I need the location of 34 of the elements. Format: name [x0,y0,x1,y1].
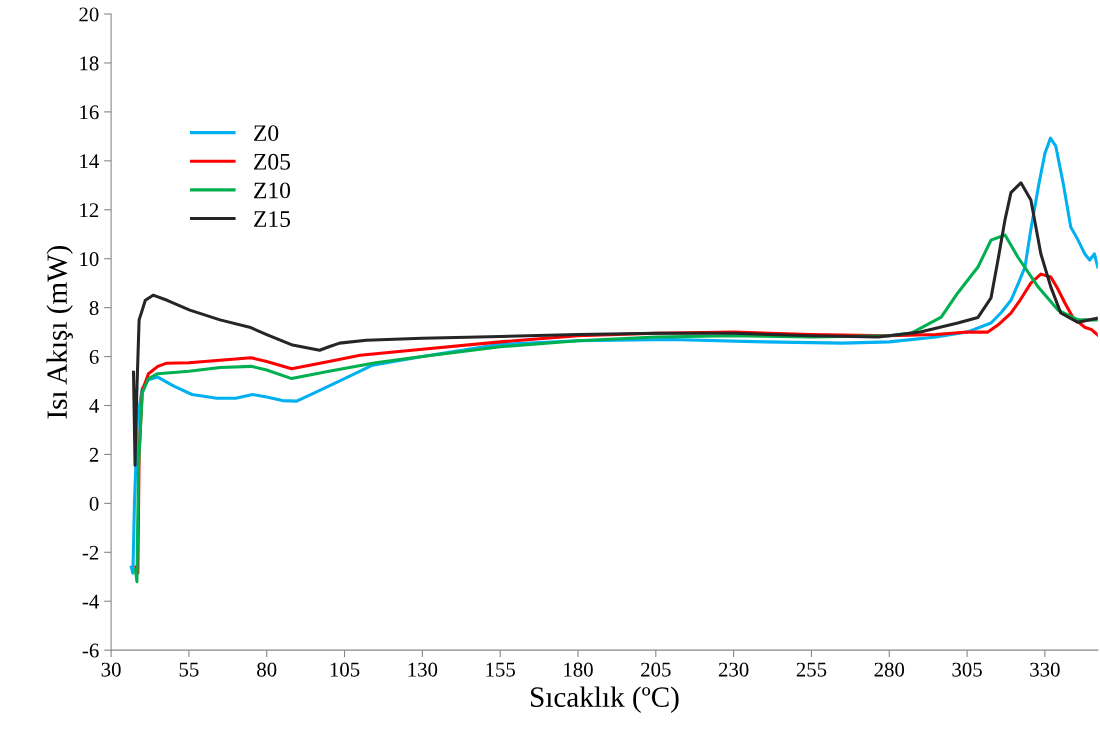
y-tick-label: 4 [89,399,99,413]
x-tick-label: 80 [257,662,277,677]
y-tick-label: 20 [79,7,99,22]
y-axis-title: Isı Akışı (mW) [46,245,73,419]
x-tick-label: 55 [179,662,199,677]
y-tick-label: -6 [82,643,99,658]
y-tick-label: 12 [80,203,99,217]
y-tick-label: 2 [89,447,99,462]
legend-label: Z0 [254,125,279,142]
x-tick-label: 255 [796,662,827,677]
x-tick-label: 180 [564,662,593,677]
y-tick-label: 14 [80,154,99,169]
x-tick-label: 30 [101,662,121,677]
y-tick-label: 10 [80,252,99,267]
y-tick-label: 18 [80,56,99,71]
y-tick-label: -2 [82,545,99,560]
x-tick-label: 305 [952,662,982,677]
line-series [131,181,1098,467]
x-axis-title: Sıcaklık (ºC) [531,686,679,713]
y-tick-label: -4 [82,594,99,609]
x-tick-label: 280 [874,662,905,677]
x-tick-label: 230 [718,662,749,677]
x-tick-label: 105 [330,662,360,677]
y-tick-label: 8 [89,301,99,316]
legend-label: Z15 [254,211,291,228]
x-tick-label: 330 [1030,662,1060,677]
x-tick-label: 155 [486,662,515,677]
x-tick-label: 205 [641,662,671,677]
y-tick-label: 0 [89,496,99,511]
y-tick-label: 16 [80,105,99,120]
y-tick-label: 6 [89,350,99,364]
x-tick-label: 130 [408,662,438,677]
legend-label: Z10 [254,182,291,199]
legend-label: Z05 [254,153,291,170]
